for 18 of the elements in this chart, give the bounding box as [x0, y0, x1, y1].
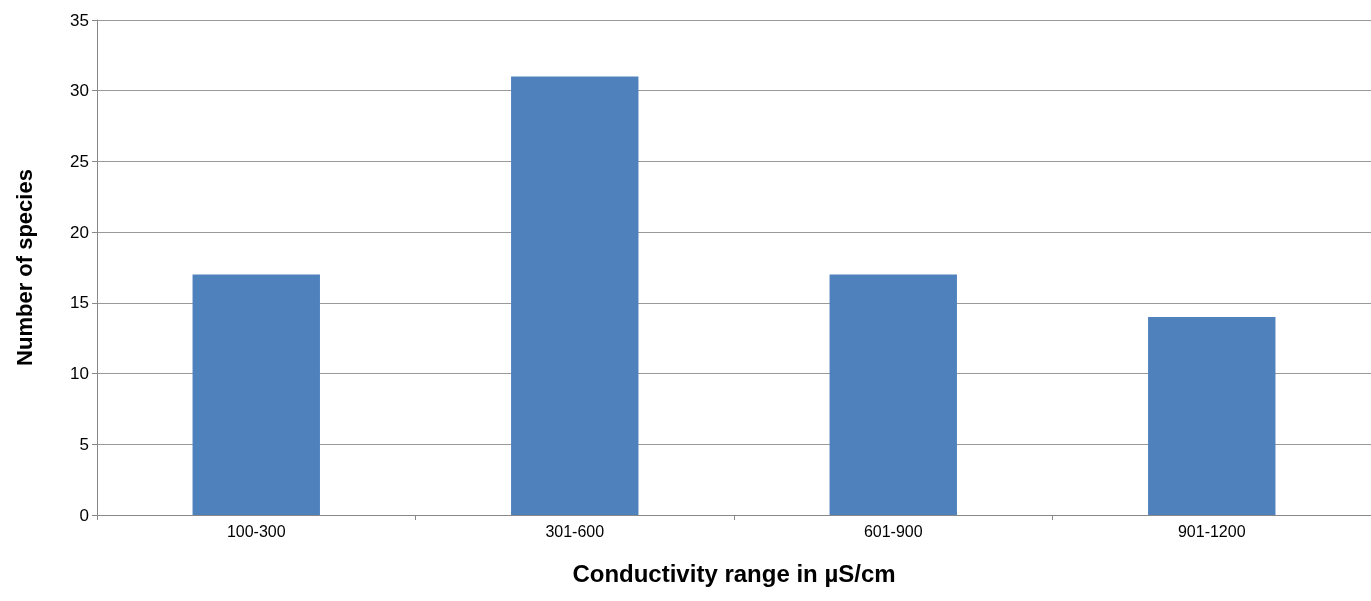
y-axis-title: Number of species: [11, 169, 37, 366]
x-tick-label: 601-900: [863, 522, 923, 540]
x-tick-label: 901-1200: [1177, 522, 1246, 540]
bar: [192, 274, 320, 515]
x-tick-label: 301-600: [545, 522, 605, 540]
bar: [829, 274, 957, 515]
y-tick-label: 5: [79, 434, 89, 454]
x-axis-title: Conductivity range in µS/cm: [572, 559, 896, 587]
bar: [511, 76, 639, 515]
bar: [1148, 317, 1276, 515]
y-tick-label: 20: [70, 222, 89, 242]
y-tick-label: 15: [70, 293, 89, 313]
x-tick-label: 100-300: [226, 522, 286, 540]
y-tick-label: 35: [70, 10, 89, 30]
y-tick-label: 25: [70, 151, 89, 171]
y-tick-label: 0: [79, 505, 89, 525]
y-tick-label: 10: [70, 364, 89, 384]
y-tick-label: 30: [70, 81, 89, 101]
